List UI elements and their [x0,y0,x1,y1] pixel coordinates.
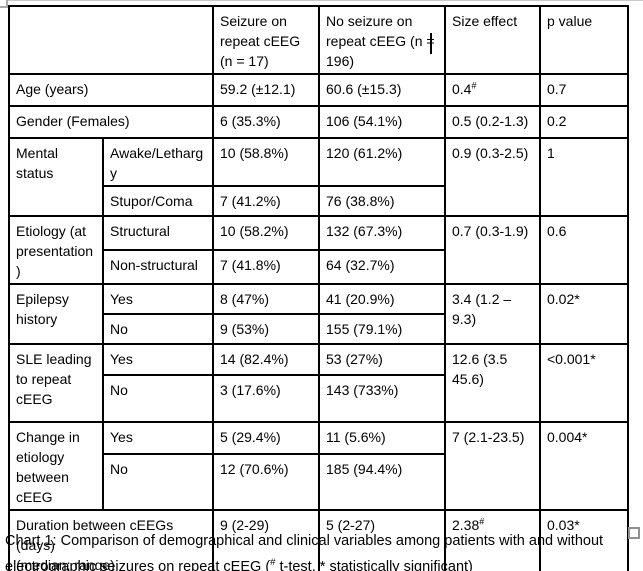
cell-sublabel: No [102,313,214,345]
superscript-hash: # [479,516,485,527]
table-row-etiology-1: Etiology (at presentation) Structural 10… [8,215,629,285]
cell-sublabel: Stupor/Coma [102,185,214,217]
cell-sublabel: No [102,453,214,511]
table-row-age: Age (years) 59.2 (±12.1) 60.6 (±15.3) 0.… [8,73,629,107]
superscript-hash: # [471,80,477,91]
cell-size-effect: 7 (2.1-23.5) [444,421,541,511]
cell-size-effect: 0.9 (0.3-2.5) [444,137,541,217]
cell-seizure: 59.2 (±12.1) [212,73,320,107]
cell-size-effect: 0.5 (0.2-1.3) [444,105,541,139]
table-row-duration: Duration between cEEGs (days) (median; ra… [8,509,629,571]
caption-text: t-test, * statistically significant) [275,559,473,571]
cell-no-seizure: 53 (27%) [318,343,446,376]
cell-no-seizure: 5 (2-27) [318,509,446,571]
superscript-hash: # [270,557,276,569]
cell-size-effect: 0.7 (0.3-1.9) [444,215,541,285]
header-p-value-cell: p value [539,5,629,75]
cell-p-value: 0.02* [539,283,629,345]
table-row-mental-status-2: Stupor/Coma 7 (41.2%) 76 (38.8%) [9,185,628,217]
table-row-gender: Gender (Females) 6 (35.3%) 106 (54.1%) 0… [8,105,629,139]
table-row-change-etiology-2: No 12 (70.6%) 185 (94.4%) [9,453,628,511]
cell-p-value: 0.2 [539,105,629,139]
comparison-table: Seizure on repeat cEEG (n = 17) No seizu… [8,5,629,571]
cell-no-seizure: 120 (61.2%) [318,137,446,187]
cell-size-effect: 3.4 (1.2 – 9.3) [444,283,541,345]
table-row-change-etiology-1: Change in etiology between cEEG Yes 5 (2… [8,420,629,511]
table-caption: Chart 1: Comparison of demographical and… [5,528,632,571]
table-move-handle-icon[interactable] [0,0,8,8]
cell-no-seizure: 60.6 (±15.3) [318,73,446,107]
cell-seizure: 10 (58.8%) [212,137,320,187]
cell-p-value: 0.7 [539,73,629,107]
row-label: SLE leading to repeat cEEG [8,343,104,423]
cell-seizure: 6 (35.3%) [212,105,320,139]
cell-seizure: 12 (70.6%) [212,453,320,511]
cell-size-effect: 2.38# [444,509,541,571]
table-row-sle-1: SLE leading to repeat cEEG Yes 14 (82.4%… [8,343,629,423]
header-seizure-cell: Seizure on repeat cEEG (n = 17) [212,5,320,75]
cell-p-value: 1 [539,137,629,217]
cell-seizure: 8 (47%) [212,283,320,315]
cell-no-seizure: 41 (20.9%) [318,283,446,315]
table-row-etiology-2: Non-structural 7 (41.8%) 64 (32.7%) [9,249,628,285]
cell-no-seizure: 185 (94.4%) [318,453,446,511]
header-size-effect-cell: Size effect [444,5,541,75]
cell-sublabel: Awake/Lethargy [102,137,214,187]
cell-seizure: 3 (17.6%) [212,374,320,423]
caption-text: Chart 1: Comparison of demographical and… [5,533,604,571]
cell-seizure: 10 (58.2%) [212,215,320,251]
cell-p-value: 0.6 [539,215,629,285]
cell-seizure: 7 (41.2%) [212,185,320,217]
table-row-mental-status-1: Mental status Awake/Lethargy 10 (58.8%) … [8,137,629,217]
row-label: Duration between cEEGs (days) (median; ra… [8,509,214,571]
cell-p-value: 0.03* [539,509,629,571]
table-row-epilepsy-1: Epilepsy history Yes 8 (47%) 41 (20.9%) … [8,283,629,345]
window-edge-line [0,0,643,1]
row-label: Change in etiology between cEEG [8,421,104,511]
row-label: Etiology (at presentation) [8,215,104,285]
cell-sublabel: Yes [102,343,214,376]
row-label: Gender (Females) [8,105,214,139]
cell-size-effect: 12.6 (3.5 45.6) [444,343,541,423]
cell-no-seizure: 76 (38.8%) [318,185,446,217]
cell-p-value: 0.004* [539,421,629,511]
table-row-sle-2: No 3 (17.6%) 143 (733%) [9,374,628,423]
cell-size-effect: 0.4# [444,73,541,107]
cell-seizure: 14 (82.4%) [212,343,320,376]
row-label: Mental status [8,137,104,217]
cell-no-seizure: 132 (67.3%) [318,215,446,251]
cell-sublabel: Structural [102,215,214,251]
table-resize-handle-icon[interactable] [628,527,640,539]
cell-seizure: 9 (53%) [212,313,320,345]
cell-no-seizure: 106 (54.1%) [318,105,446,139]
cell-no-seizure: 143 (733%) [318,374,446,423]
cell-seizure: 7 (41.8%) [212,249,320,285]
table-header-row: Seizure on repeat cEEG (n = 17) No seizu… [8,5,629,75]
cell-seizure: 9 (2-29) [212,509,320,571]
cell-no-seizure: 11 (5.6%) [318,420,446,456]
table-row-epilepsy-2: No 9 (53%) 155 (79.1%) [9,313,628,345]
cell-sublabel: Yes [102,420,214,456]
cell-no-seizure: 64 (32.7%) [318,249,446,285]
cell-sublabel: Yes [102,283,214,315]
cell-sublabel: Non-structural [102,249,214,285]
row-label: Age (years) [8,73,214,107]
cell-seizure: 5 (29.4%) [212,420,320,456]
cell-sublabel: No [102,374,214,423]
row-label: Epilepsy history [8,283,104,345]
header-attribute-cell [8,5,214,75]
cell-p-value: <0.001* [539,343,629,423]
header-no-seizure-cell: No seizure on repeat cEEG (n = 196) [318,5,446,75]
cell-no-seizure: 155 (79.1%) [318,313,446,345]
text-cursor [430,33,432,54]
